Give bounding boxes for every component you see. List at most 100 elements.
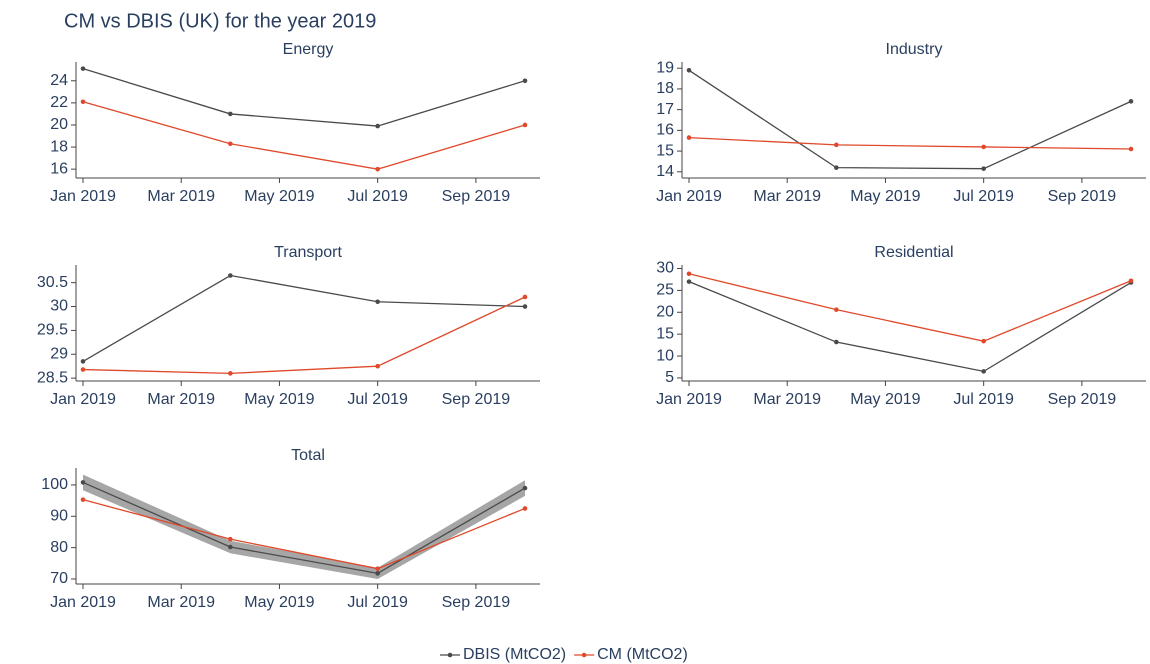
series-line bbox=[688, 281, 1132, 373]
x-tick-label: Sep 2019 bbox=[442, 188, 511, 205]
point bbox=[228, 536, 233, 542]
y-tick-label: 5 bbox=[665, 369, 674, 386]
point bbox=[981, 369, 986, 374]
error-band bbox=[83, 474, 525, 579]
point bbox=[686, 271, 692, 277]
point bbox=[80, 367, 86, 372]
x-tick-label: May 2019 bbox=[244, 391, 314, 408]
point bbox=[686, 67, 692, 73]
point bbox=[522, 304, 528, 309]
point bbox=[80, 66, 86, 71]
y-tick-label: 30 bbox=[656, 260, 674, 277]
y-tick-label: 14 bbox=[656, 163, 674, 180]
figure-title: CM vs DBIS (UK) for the year 2019 bbox=[64, 10, 376, 32]
y-tick-label: 15 bbox=[656, 142, 674, 159]
point bbox=[80, 480, 86, 485]
x-tick-label: Mar 2019 bbox=[147, 594, 215, 611]
x-tick-label: May 2019 bbox=[850, 391, 920, 408]
y-tick-label: 18 bbox=[656, 80, 674, 97]
subplot-title: Industry bbox=[886, 41, 943, 58]
point bbox=[522, 78, 528, 84]
point bbox=[228, 371, 233, 376]
point bbox=[981, 338, 986, 344]
point bbox=[686, 135, 692, 140]
series-line bbox=[82, 296, 526, 375]
point bbox=[834, 307, 839, 312]
x-tick-label: Sep 2019 bbox=[1048, 188, 1117, 205]
subplot-title: Transport bbox=[274, 244, 342, 261]
point bbox=[80, 99, 86, 105]
legend-dot bbox=[581, 652, 587, 658]
point bbox=[375, 571, 380, 576]
y-tick-label: 20 bbox=[656, 303, 674, 320]
y-tick-label: 90 bbox=[50, 507, 68, 524]
y-tick-label: 25 bbox=[656, 282, 674, 299]
y-tick-label: 28.5 bbox=[37, 369, 68, 386]
x-tick-label: Jul 2019 bbox=[953, 188, 1014, 205]
y-tick-label: 18 bbox=[50, 138, 68, 155]
x-tick-label: Mar 2019 bbox=[147, 188, 215, 205]
series-line bbox=[82, 499, 526, 570]
point bbox=[375, 123, 380, 129]
x-tick-label: May 2019 bbox=[244, 188, 314, 205]
point bbox=[375, 566, 380, 571]
x-tick-label: Sep 2019 bbox=[442, 594, 511, 611]
x-tick-label: Jul 2019 bbox=[347, 391, 408, 408]
series-line bbox=[82, 274, 526, 362]
point bbox=[80, 359, 86, 364]
point bbox=[522, 294, 528, 300]
y-tick-label: 30 bbox=[50, 298, 68, 315]
y-tick-label: 70 bbox=[50, 570, 68, 587]
x-tick-label: Jan 2019 bbox=[656, 188, 722, 205]
y-tick-label: 100 bbox=[41, 476, 68, 493]
y-tick-label: 19 bbox=[656, 59, 674, 76]
legend-label: DBIS (MtCO2) bbox=[463, 646, 566, 663]
point bbox=[981, 166, 986, 171]
point bbox=[834, 165, 839, 170]
series-line bbox=[82, 68, 526, 127]
y-tick-label: 80 bbox=[50, 539, 68, 556]
y-tick-label: 29 bbox=[50, 345, 68, 362]
x-tick-label: Mar 2019 bbox=[753, 391, 821, 408]
point bbox=[375, 166, 380, 172]
point bbox=[228, 273, 233, 278]
series-line bbox=[688, 273, 1132, 342]
x-tick-label: Jul 2019 bbox=[347, 188, 408, 205]
x-tick-label: Sep 2019 bbox=[1048, 391, 1117, 408]
x-tick-label: Jul 2019 bbox=[347, 594, 408, 611]
x-tick-label: Jan 2019 bbox=[50, 391, 116, 408]
x-tick-label: Jan 2019 bbox=[656, 391, 722, 408]
x-tick-label: Sep 2019 bbox=[442, 391, 511, 408]
x-tick-label: Jan 2019 bbox=[50, 594, 116, 611]
point bbox=[1128, 99, 1134, 104]
x-tick-label: May 2019 bbox=[244, 594, 314, 611]
point bbox=[228, 111, 233, 117]
series-line bbox=[688, 136, 1132, 150]
point bbox=[1128, 278, 1134, 284]
x-tick-label: Jan 2019 bbox=[50, 188, 116, 205]
y-tick-label: 22 bbox=[50, 94, 68, 111]
point bbox=[834, 142, 839, 148]
series-line bbox=[82, 481, 526, 575]
point bbox=[375, 363, 380, 369]
point bbox=[834, 339, 839, 345]
series-line bbox=[688, 69, 1132, 170]
subplot-title: Energy bbox=[283, 41, 334, 58]
subplot-title: Total bbox=[291, 447, 325, 464]
point bbox=[228, 544, 233, 550]
point bbox=[1128, 146, 1134, 152]
point bbox=[522, 485, 528, 491]
subplot-title: Residential bbox=[874, 244, 953, 261]
y-tick-label: 24 bbox=[50, 72, 68, 89]
y-tick-label: 16 bbox=[50, 160, 68, 177]
point bbox=[522, 122, 528, 128]
x-tick-label: Mar 2019 bbox=[147, 391, 215, 408]
y-tick-label: 30.5 bbox=[37, 274, 68, 291]
y-tick-label: 29.5 bbox=[37, 322, 68, 339]
series-line bbox=[82, 101, 526, 170]
point bbox=[80, 497, 86, 502]
y-tick-label: 10 bbox=[656, 347, 674, 364]
x-tick-label: Jul 2019 bbox=[953, 391, 1014, 408]
point bbox=[522, 506, 528, 511]
